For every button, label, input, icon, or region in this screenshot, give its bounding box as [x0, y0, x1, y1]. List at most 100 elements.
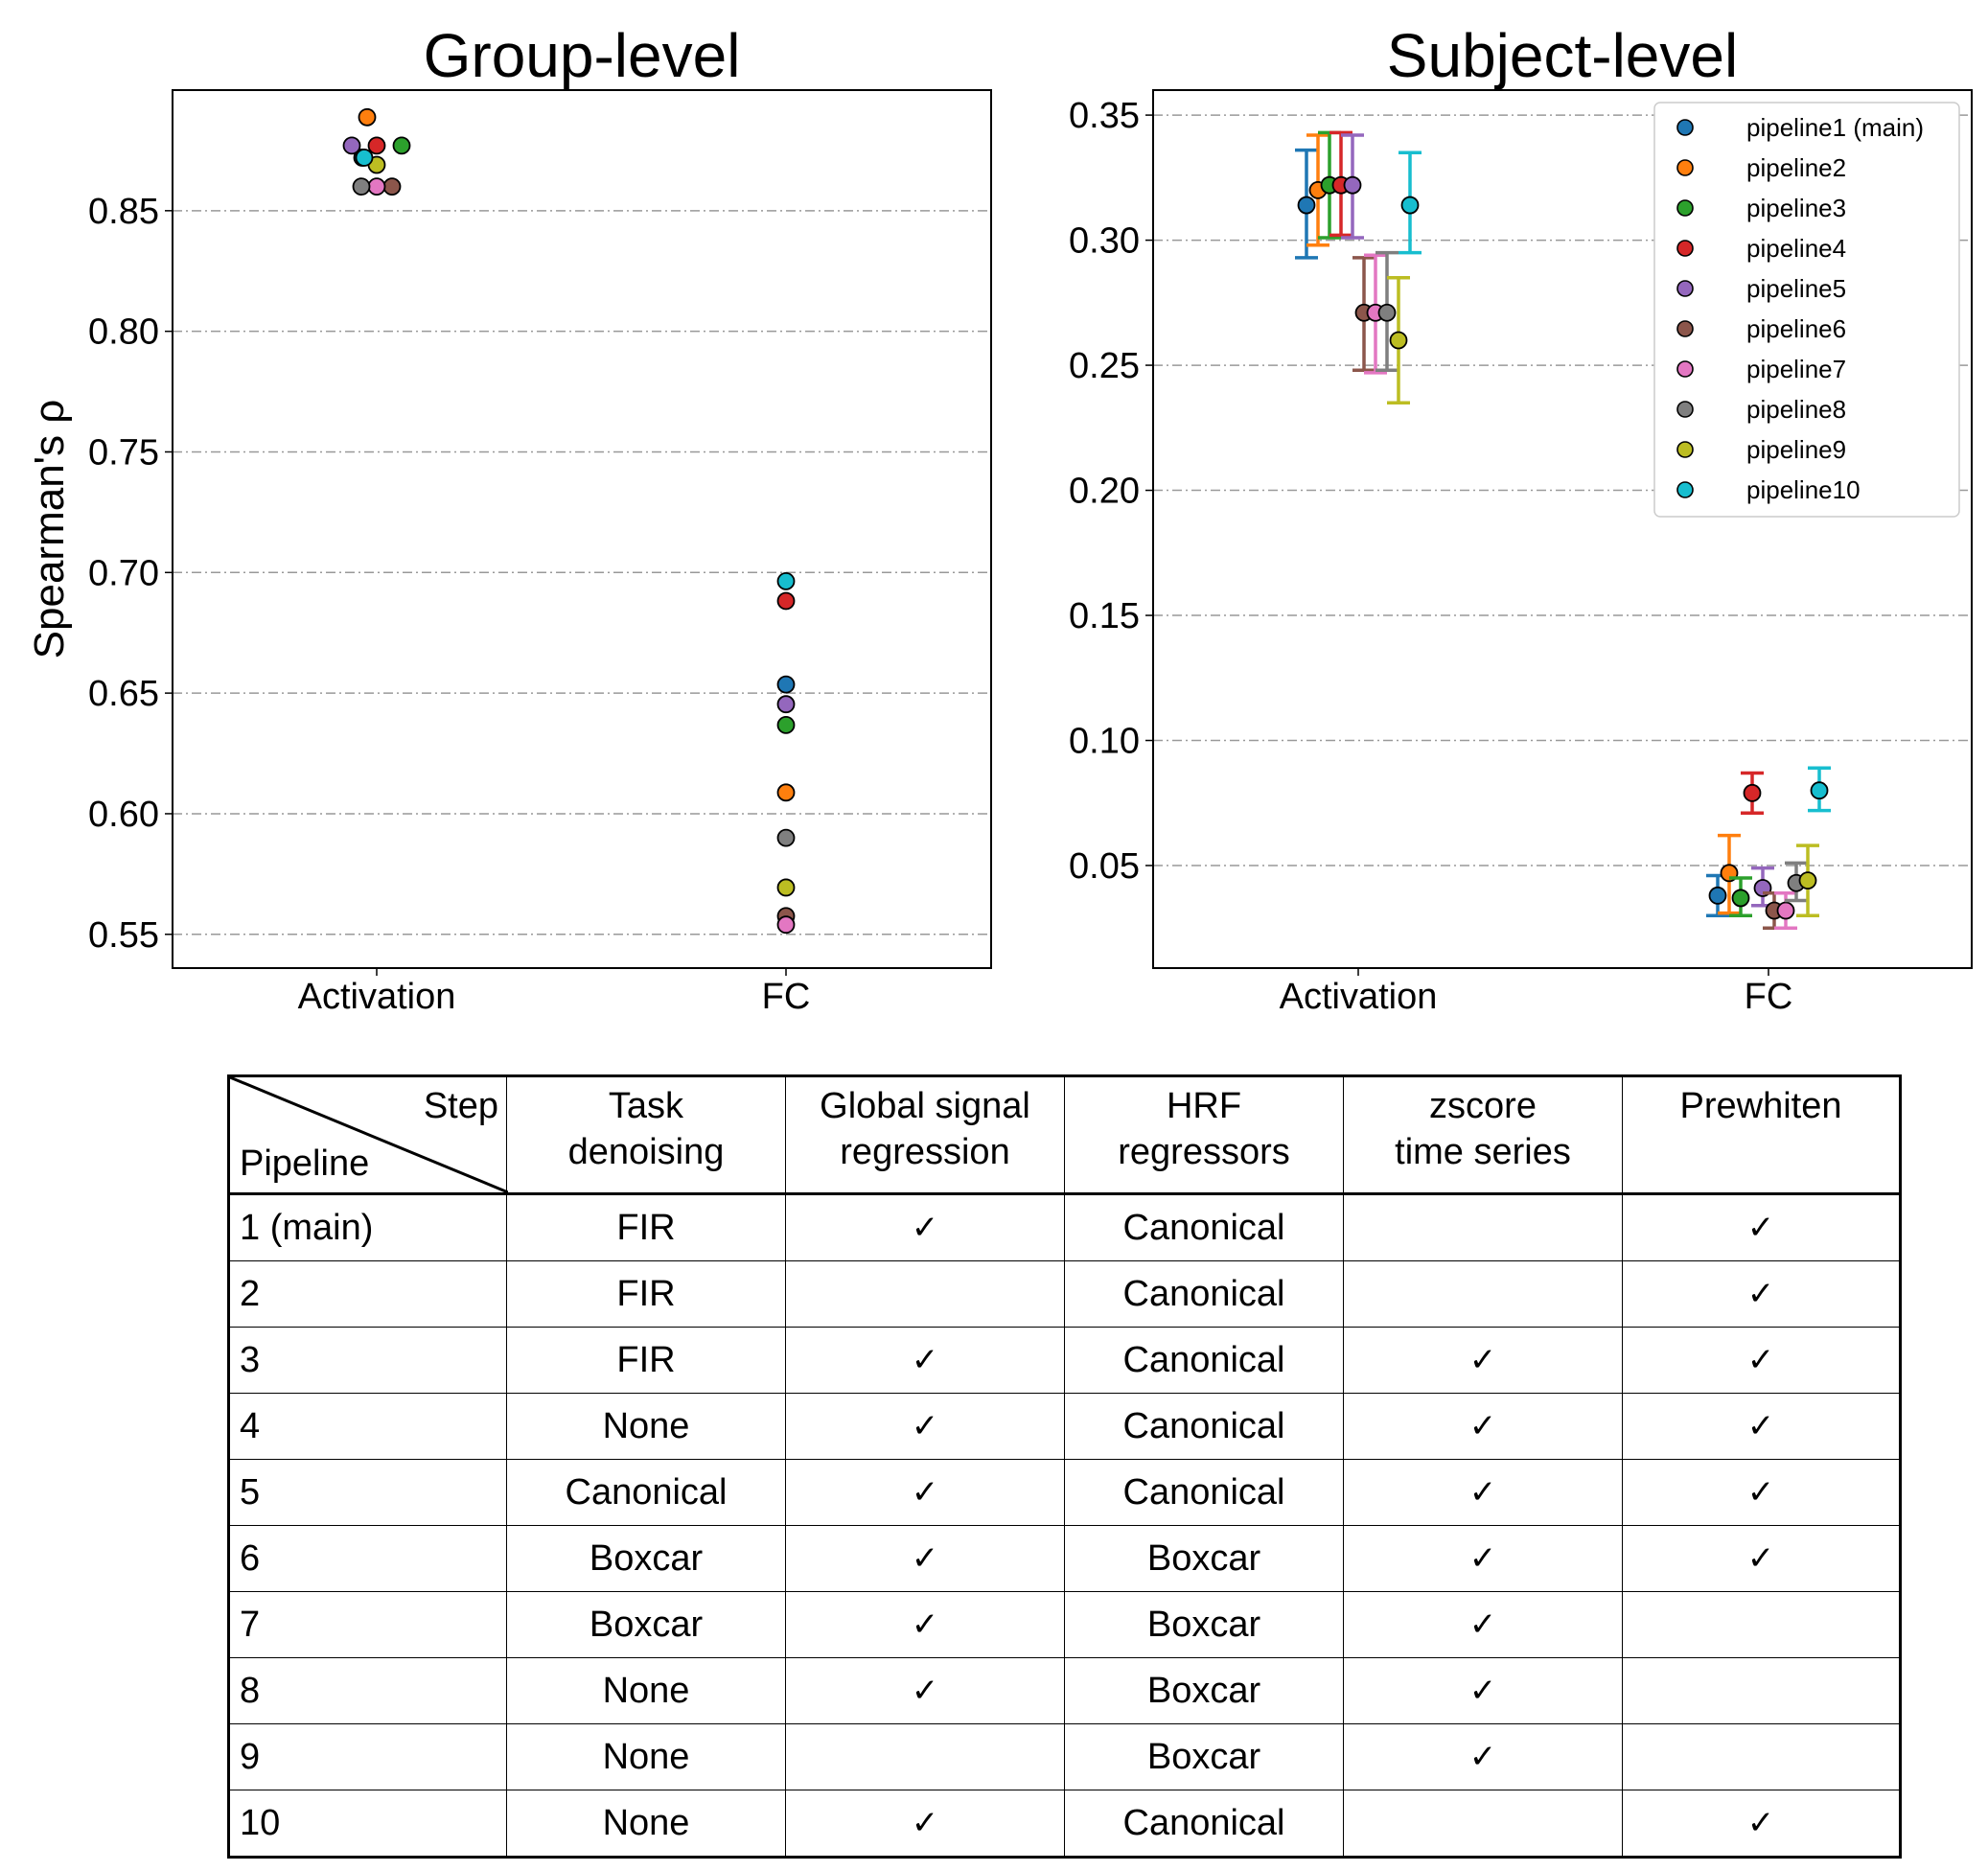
cell-pipeline: 4	[228, 1393, 507, 1460]
cell-global-signal-regression: ✓	[785, 1193, 1065, 1261]
cell-task-denoising: Boxcar	[506, 1591, 786, 1658]
data-point	[776, 591, 796, 611]
legend-box	[1653, 102, 1960, 518]
legend-marker	[1676, 481, 1694, 498]
cell-pipeline: 5	[228, 1459, 507, 1526]
y-tick-label: 0.30	[1069, 221, 1140, 262]
cell-global-signal-regression: ✓	[785, 1591, 1065, 1658]
table-corner-cell: Step Pipeline	[228, 1075, 508, 1195]
cell-pipeline: 10	[228, 1790, 507, 1858]
corner-diagonal	[230, 1077, 508, 1192]
legend-label: pipeline9	[1746, 435, 1846, 464]
legend-marker	[1676, 401, 1694, 418]
legend-label: pipeline8	[1746, 395, 1846, 424]
data-point	[367, 136, 386, 155]
x-tick-label: Activation	[298, 977, 456, 1017]
data-point	[392, 136, 411, 155]
legend-label: pipeline4	[1746, 234, 1846, 263]
cell-task-denoising: None	[506, 1393, 786, 1460]
y-tick-label: 0.85	[88, 192, 159, 232]
header-prewhiten: Prewhiten	[1622, 1075, 1901, 1195]
data-point	[1776, 901, 1795, 920]
x-tick-label: FC	[1745, 977, 1793, 1017]
legend-marker	[1676, 441, 1694, 458]
cell-hrf-regressors: Canonical	[1064, 1193, 1344, 1261]
cell-prewhiten: ✓	[1622, 1393, 1901, 1460]
header-task-denoising: Task denoising	[506, 1075, 786, 1195]
cell-zscore: ✓	[1343, 1525, 1623, 1592]
x-tick-label: Activation	[1280, 977, 1438, 1017]
cell-pipeline: 6	[228, 1525, 507, 1592]
cell-zscore: ✓	[1343, 1723, 1623, 1790]
cell-hrf-regressors: Canonical	[1064, 1459, 1344, 1526]
legend-marker	[1676, 240, 1694, 257]
charts-area: Group-level 0.55 0.60 0.65 0.70 0.75 0.80 0.85 A…	[26, 21, 1973, 1017]
legend-marker	[1676, 280, 1694, 297]
chart-title: Group-level	[424, 21, 741, 90]
y-tick-label: 0.15	[1069, 596, 1140, 636]
data-point	[776, 878, 796, 897]
data-point	[776, 783, 796, 802]
y-axis-label: Spearman's ρ	[26, 400, 73, 659]
cell-prewhiten: ✓	[1622, 1193, 1901, 1261]
pipeline-table: Step Pipeline Task denoising Global signa…	[227, 1074, 1902, 1859]
y-tick-label: 0.65	[88, 674, 159, 714]
cell-pipeline: 3	[228, 1327, 507, 1394]
data-point	[776, 571, 796, 590]
table-row: 3 FIR ✓ Canonical ✓ ✓	[228, 1327, 1901, 1394]
data-point	[776, 675, 796, 694]
table-row: 4 None ✓ Canonical ✓ ✓	[228, 1393, 1901, 1460]
cell-global-signal-regression: ✓	[785, 1790, 1065, 1858]
cell-pipeline: 9	[228, 1723, 507, 1790]
data-point	[352, 177, 371, 196]
cell-global-signal-regression: ✓	[785, 1525, 1065, 1592]
cell-prewhiten: ✓	[1622, 1260, 1901, 1328]
y-tick-label: 0.60	[88, 795, 159, 835]
plot-frame	[172, 89, 992, 969]
legend-marker	[1676, 199, 1694, 217]
table-row: 9 None Boxcar ✓	[228, 1723, 1901, 1790]
cell-global-signal-regression: ✓	[785, 1327, 1065, 1394]
cell-prewhiten: ✓	[1622, 1327, 1901, 1394]
cell-zscore	[1343, 1790, 1623, 1858]
data-point	[776, 828, 796, 847]
data-point	[1731, 889, 1750, 908]
legend-label: pipeline2	[1746, 153, 1846, 182]
plot-frame	[1152, 89, 1973, 969]
cell-global-signal-regression	[785, 1260, 1065, 1328]
cell-prewhiten: ✓	[1622, 1459, 1901, 1526]
data-point	[776, 715, 796, 734]
y-tick-label: 0.55	[88, 915, 159, 956]
y-tick-label: 0.35	[1069, 96, 1140, 136]
chart-title: Subject-level	[1387, 21, 1738, 90]
data-point	[1400, 196, 1420, 215]
header-zscore-time-series: zscore time series	[1343, 1075, 1623, 1195]
cell-global-signal-regression	[785, 1723, 1065, 1790]
cell-prewhiten	[1622, 1723, 1901, 1790]
data-point	[382, 177, 402, 196]
table-row: 7 Boxcar ✓ Boxcar ✓	[228, 1591, 1901, 1658]
header-global-signal-regression: Global signal regression	[785, 1075, 1065, 1195]
cell-prewhiten	[1622, 1591, 1901, 1658]
table-row: 1 (main) FIR ✓ Canonical ✓	[228, 1193, 1901, 1261]
cell-hrf-regressors: Canonical	[1064, 1790, 1344, 1858]
cell-task-denoising: FIR	[506, 1193, 786, 1261]
data-point	[1377, 303, 1397, 322]
legend-label: pipeline7	[1746, 355, 1846, 383]
cell-pipeline: 1 (main)	[228, 1193, 507, 1261]
cell-zscore: ✓	[1343, 1591, 1623, 1658]
cell-task-denoising: None	[506, 1657, 786, 1724]
cell-task-denoising: Boxcar	[506, 1525, 786, 1592]
y-tick-label: 0.75	[88, 432, 159, 473]
table-row: 6 Boxcar ✓ Boxcar ✓ ✓	[228, 1525, 1901, 1592]
legend-label: pipeline3	[1746, 194, 1846, 222]
data-point	[342, 136, 361, 155]
data-point	[358, 107, 377, 127]
data-point	[1343, 175, 1362, 195]
cell-hrf-regressors: Boxcar	[1064, 1525, 1344, 1592]
header-hrf-regressors: HRF regressors	[1064, 1075, 1344, 1195]
cell-hrf-regressors: Canonical	[1064, 1327, 1344, 1394]
y-tick-label: 0.10	[1069, 722, 1140, 762]
cell-hrf-regressors: Boxcar	[1064, 1591, 1344, 1658]
cell-hrf-regressors: Boxcar	[1064, 1657, 1344, 1724]
